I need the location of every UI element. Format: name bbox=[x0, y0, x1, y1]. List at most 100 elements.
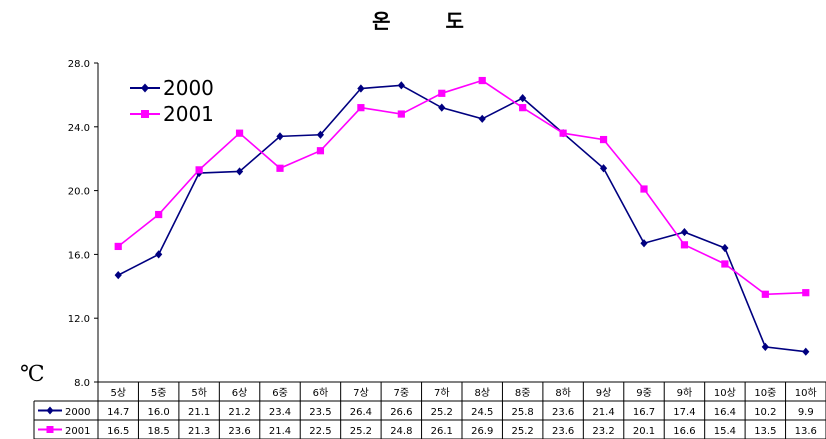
data-point-2001 bbox=[397, 110, 405, 118]
data-value-label: 24.5 bbox=[471, 407, 493, 418]
data-value-label: 9.9 bbox=[798, 407, 814, 418]
x-category-label: 5하 bbox=[191, 386, 207, 399]
series-line-2001 bbox=[117, 79, 806, 296]
data-value-label: 16.6 bbox=[673, 426, 695, 437]
legend-key-marker bbox=[141, 83, 149, 93]
data-point-2000 bbox=[316, 130, 325, 139]
x-category-label: 7하 bbox=[434, 386, 450, 399]
data-value-label: 22.5 bbox=[309, 426, 331, 437]
data-point-2001 bbox=[721, 260, 729, 268]
data-value-label: 15.4 bbox=[714, 426, 736, 437]
data-value-label: 23.6 bbox=[228, 426, 250, 437]
table-legend-key-marker bbox=[46, 426, 54, 433]
data-value-label: 26.6 bbox=[390, 407, 412, 418]
data-point-2001 bbox=[599, 135, 608, 144]
data-point-2000 bbox=[802, 347, 810, 356]
data-value-label: 10.2 bbox=[754, 407, 776, 418]
data-value-label: 16.5 bbox=[107, 426, 129, 437]
data-point-2000 bbox=[599, 164, 608, 173]
table-series-name: 2001 bbox=[65, 426, 90, 437]
x-category-label: 5중 bbox=[151, 387, 167, 399]
y-tick-label: 16.0 bbox=[68, 250, 90, 261]
data-point-2000 bbox=[235, 167, 244, 176]
x-category-label: 7상 bbox=[353, 387, 369, 399]
data-point-2000 bbox=[640, 239, 648, 248]
x-category-label: 9상 bbox=[596, 387, 612, 399]
y-tick-label: 20.0 bbox=[68, 187, 90, 198]
x-category-label: 6중 bbox=[272, 387, 288, 399]
data-point-2001 bbox=[802, 289, 810, 297]
x-category-label: 9하 bbox=[677, 386, 693, 399]
data-value-label: 24.8 bbox=[390, 426, 412, 437]
data-value-label: 25.2 bbox=[512, 426, 534, 437]
x-category-label: 5상 bbox=[110, 387, 126, 399]
data-point-2001 bbox=[519, 104, 527, 112]
y-tick-label: 28.0 bbox=[68, 59, 90, 70]
x-category-label: 6상 bbox=[232, 387, 248, 399]
legend-key-marker bbox=[141, 110, 149, 118]
data-value-label: 21.2 bbox=[228, 407, 250, 418]
data-value-label: 23.4 bbox=[269, 407, 291, 418]
data-value-label: 21.4 bbox=[269, 426, 291, 437]
data-point-2001 bbox=[680, 241, 689, 249]
data-point-2000 bbox=[478, 114, 486, 123]
x-category-label: 10상 bbox=[714, 387, 736, 399]
x-category-label: 10중 bbox=[754, 387, 776, 399]
data-point-2001 bbox=[195, 166, 203, 174]
data-point-2001 bbox=[640, 185, 648, 193]
legend-entry-label: 2000 bbox=[163, 76, 214, 100]
data-point-2001 bbox=[114, 242, 122, 251]
data-value-label: 16.4 bbox=[714, 407, 736, 418]
table-legend-key-marker bbox=[46, 406, 54, 415]
y-tick-label: 8.0 bbox=[74, 378, 90, 389]
x-category-label: 6하 bbox=[313, 386, 329, 399]
x-category-label: 8하 bbox=[555, 386, 571, 399]
data-point-2001 bbox=[155, 210, 163, 219]
data-value-label: 26.4 bbox=[350, 407, 372, 418]
data-point-2000 bbox=[397, 81, 405, 90]
data-value-label: 16.7 bbox=[633, 407, 655, 418]
data-point-2001 bbox=[559, 129, 567, 137]
series-line-2000 bbox=[117, 84, 806, 353]
data-value-label: 25.2 bbox=[350, 426, 372, 437]
y-axis-unit-label: ℃ bbox=[20, 362, 45, 387]
data-point-2001 bbox=[357, 104, 365, 112]
data-value-label: 23.6 bbox=[552, 426, 574, 437]
data-point-2001 bbox=[478, 76, 486, 85]
y-tick-label: 12.0 bbox=[68, 314, 90, 325]
x-category-label: 8상 bbox=[474, 387, 490, 399]
x-category-label: 9중 bbox=[636, 387, 652, 399]
x-category-label: 10하 bbox=[795, 386, 817, 399]
data-value-label: 21.3 bbox=[188, 426, 210, 437]
data-value-label: 18.5 bbox=[148, 426, 170, 437]
data-point-2000 bbox=[519, 93, 527, 103]
data-value-label: 21.4 bbox=[592, 407, 614, 418]
data-value-label: 13.6 bbox=[795, 426, 817, 437]
chart-title: 온 도 bbox=[372, 9, 488, 33]
data-value-label: 23.2 bbox=[592, 426, 614, 437]
data-value-label: 13.5 bbox=[754, 426, 776, 437]
data-value-label: 25.2 bbox=[431, 407, 453, 418]
data-value-label: 23.6 bbox=[552, 407, 574, 418]
data-value-label: 20.1 bbox=[633, 426, 655, 437]
legend-entry-label: 2001 bbox=[163, 102, 214, 126]
x-category-label: 8중 bbox=[515, 387, 531, 399]
data-value-label: 17.4 bbox=[673, 407, 695, 418]
data-point-2001 bbox=[761, 290, 769, 298]
data-point-2001 bbox=[276, 164, 284, 172]
data-point-2000 bbox=[276, 132, 284, 141]
data-value-label: 23.5 bbox=[309, 407, 331, 418]
table-series-name: 2000 bbox=[65, 407, 90, 418]
data-point-2001 bbox=[235, 129, 244, 137]
data-point-2000 bbox=[721, 243, 729, 253]
data-point-2000 bbox=[680, 227, 689, 237]
data-point-2001 bbox=[316, 147, 325, 155]
data-value-label: 14.7 bbox=[107, 407, 129, 418]
data-value-label: 16.0 bbox=[148, 407, 170, 418]
data-value-label: 26.9 bbox=[471, 426, 493, 437]
y-tick-label: 24.0 bbox=[68, 123, 90, 134]
data-value-label: 26.1 bbox=[431, 426, 453, 437]
data-point-2001 bbox=[438, 89, 446, 97]
data-point-2000 bbox=[761, 342, 769, 352]
